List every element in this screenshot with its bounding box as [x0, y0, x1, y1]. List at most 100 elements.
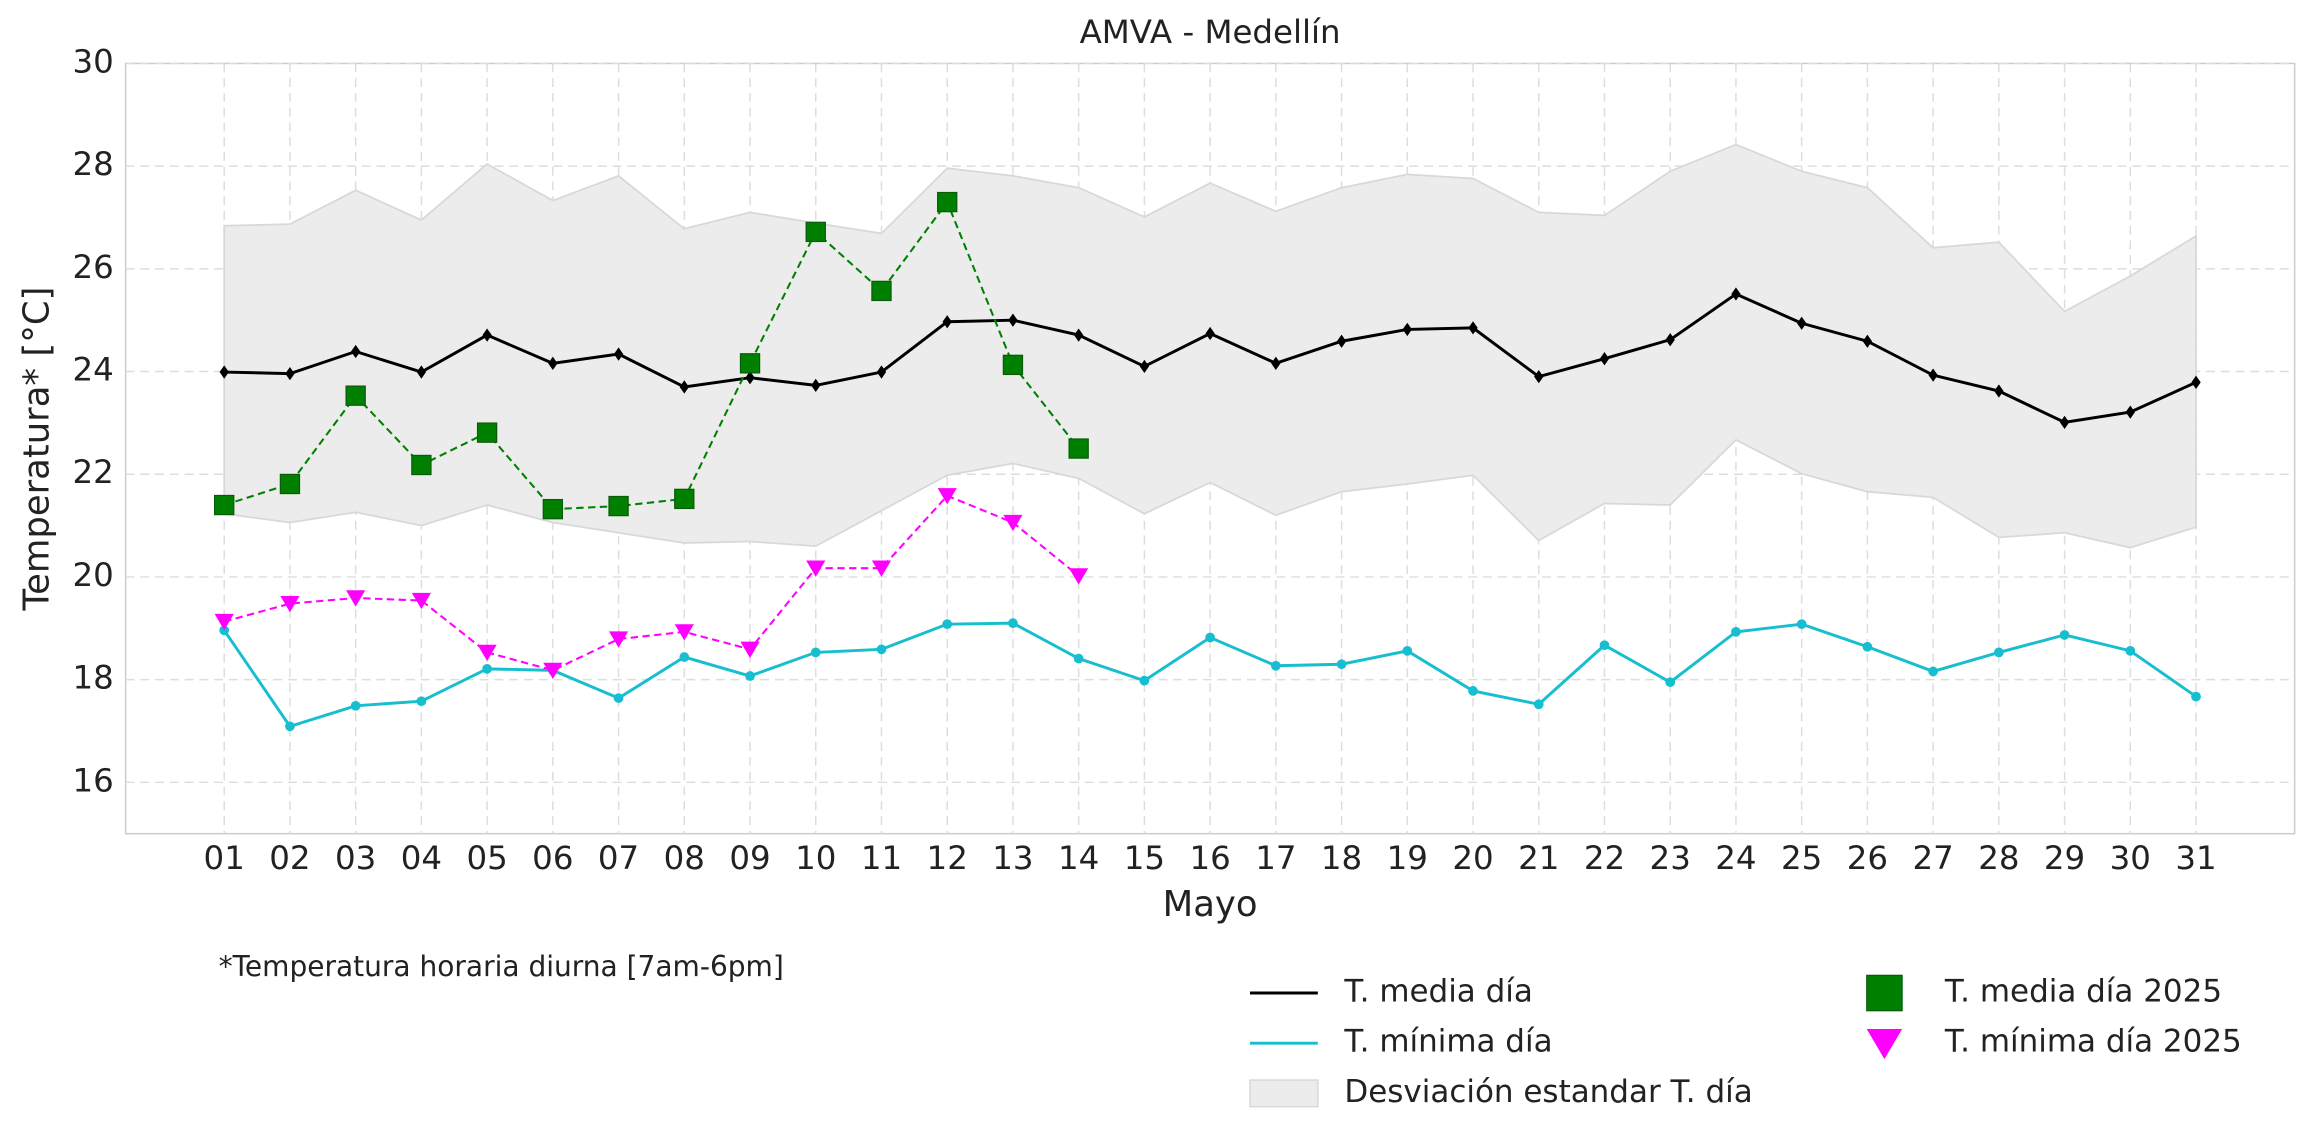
- point: [2125, 645, 2136, 656]
- point: [1862, 334, 1873, 348]
- x-tick-label: 20: [1452, 839, 1493, 877]
- point: [739, 353, 761, 374]
- point: [806, 560, 826, 577]
- x-tick-label: 28: [1978, 839, 2019, 877]
- point: [542, 498, 564, 520]
- footnote: *Temperatura horaria diurna [7am-6pm]: [219, 950, 784, 983]
- x-tick-label: 16: [1189, 839, 1230, 877]
- point: [280, 595, 300, 613]
- legend-label: Desviación estandar T. día: [1344, 1074, 1752, 1110]
- point: [351, 344, 361, 359]
- point: [219, 365, 229, 379]
- x-tick-label: 21: [1518, 839, 1559, 877]
- x-tick-label: 14: [1058, 839, 1099, 877]
- y-axis-label: Temperatura* [°C]: [17, 287, 58, 612]
- x-tick-label: 01: [204, 839, 245, 877]
- point: [482, 328, 492, 342]
- x-tick-label: 17: [1255, 839, 1296, 877]
- point: [613, 347, 624, 361]
- point: [1468, 321, 1478, 335]
- point: [2191, 375, 2201, 389]
- point: [1336, 334, 1347, 348]
- point: [1928, 666, 1938, 677]
- point: [1534, 370, 1544, 384]
- point: [346, 590, 366, 607]
- y-tick-label: 30: [73, 42, 114, 80]
- point: [477, 644, 497, 662]
- point: [219, 625, 230, 636]
- x-tick-label: 09: [729, 839, 770, 877]
- point: [411, 592, 431, 610]
- y-tick-label: 24: [73, 351, 114, 389]
- y-tick-label: 26: [73, 248, 114, 286]
- point: [740, 641, 760, 658]
- point: [2059, 415, 2070, 430]
- y-tick-label: 18: [73, 659, 114, 697]
- point: [285, 721, 295, 732]
- y-tick-label: 28: [73, 145, 114, 183]
- point: [1008, 618, 1018, 629]
- point: [1796, 619, 1807, 630]
- x-tick-label: 08: [664, 839, 705, 877]
- x-tick-label: 24: [1715, 839, 1756, 877]
- point: [416, 365, 427, 379]
- point: [1797, 316, 1807, 330]
- point: [937, 488, 957, 505]
- point: [214, 613, 234, 631]
- point: [1069, 568, 1089, 585]
- point: [1862, 641, 1873, 652]
- point: [1599, 352, 1610, 366]
- series-line: [223, 199, 1080, 511]
- point: [1205, 632, 1215, 643]
- legend-label: T. mínima día: [1343, 1024, 1552, 1060]
- point: [416, 696, 427, 707]
- x-tick-label: 03: [335, 839, 376, 877]
- point: [1139, 675, 1150, 686]
- x-tick-label: 12: [927, 839, 968, 877]
- point: [745, 671, 755, 681]
- point: [279, 473, 301, 495]
- point: [1205, 326, 1215, 341]
- point: [1665, 677, 1676, 688]
- point: [2191, 691, 2201, 702]
- point: [1008, 313, 1018, 327]
- x-tick-label: 19: [1387, 839, 1428, 877]
- x-tick-label: 18: [1321, 839, 1362, 877]
- legend-label: T. media día: [1343, 974, 1532, 1010]
- point: [1270, 660, 1281, 671]
- y-tick-label: 16: [73, 761, 114, 799]
- point: [1866, 974, 1903, 1012]
- point: [1139, 359, 1150, 374]
- point: [1928, 368, 1938, 382]
- chart-title: AMVA - Medellín: [1080, 13, 1341, 51]
- point: [805, 221, 826, 243]
- x-tick-label: 15: [1124, 839, 1165, 877]
- y-tick-label: 20: [73, 556, 114, 594]
- point: [679, 380, 689, 394]
- point: [1866, 1029, 1903, 1060]
- std-band: [223, 143, 2197, 549]
- point: [1533, 699, 1544, 710]
- y-tick-label: 22: [73, 453, 114, 491]
- point: [871, 280, 892, 302]
- x-tick-label: 31: [2175, 839, 2216, 877]
- point: [1731, 287, 1741, 301]
- x-tick-label: 26: [1847, 839, 1888, 877]
- point: [350, 700, 361, 711]
- x-tick-label: 25: [1781, 839, 1822, 877]
- legend-swatch: [1249, 1079, 1319, 1108]
- x-tick-label: 05: [466, 839, 507, 877]
- point: [810, 647, 821, 658]
- point: [674, 488, 695, 510]
- point: [1402, 322, 1412, 337]
- point: [345, 385, 366, 406]
- x-tick-label: 04: [401, 839, 442, 877]
- point: [1731, 626, 1741, 637]
- point: [811, 378, 821, 393]
- point: [1271, 356, 1281, 370]
- point: [942, 315, 952, 329]
- point: [1599, 640, 1610, 651]
- point: [1068, 438, 1089, 459]
- point: [871, 560, 892, 577]
